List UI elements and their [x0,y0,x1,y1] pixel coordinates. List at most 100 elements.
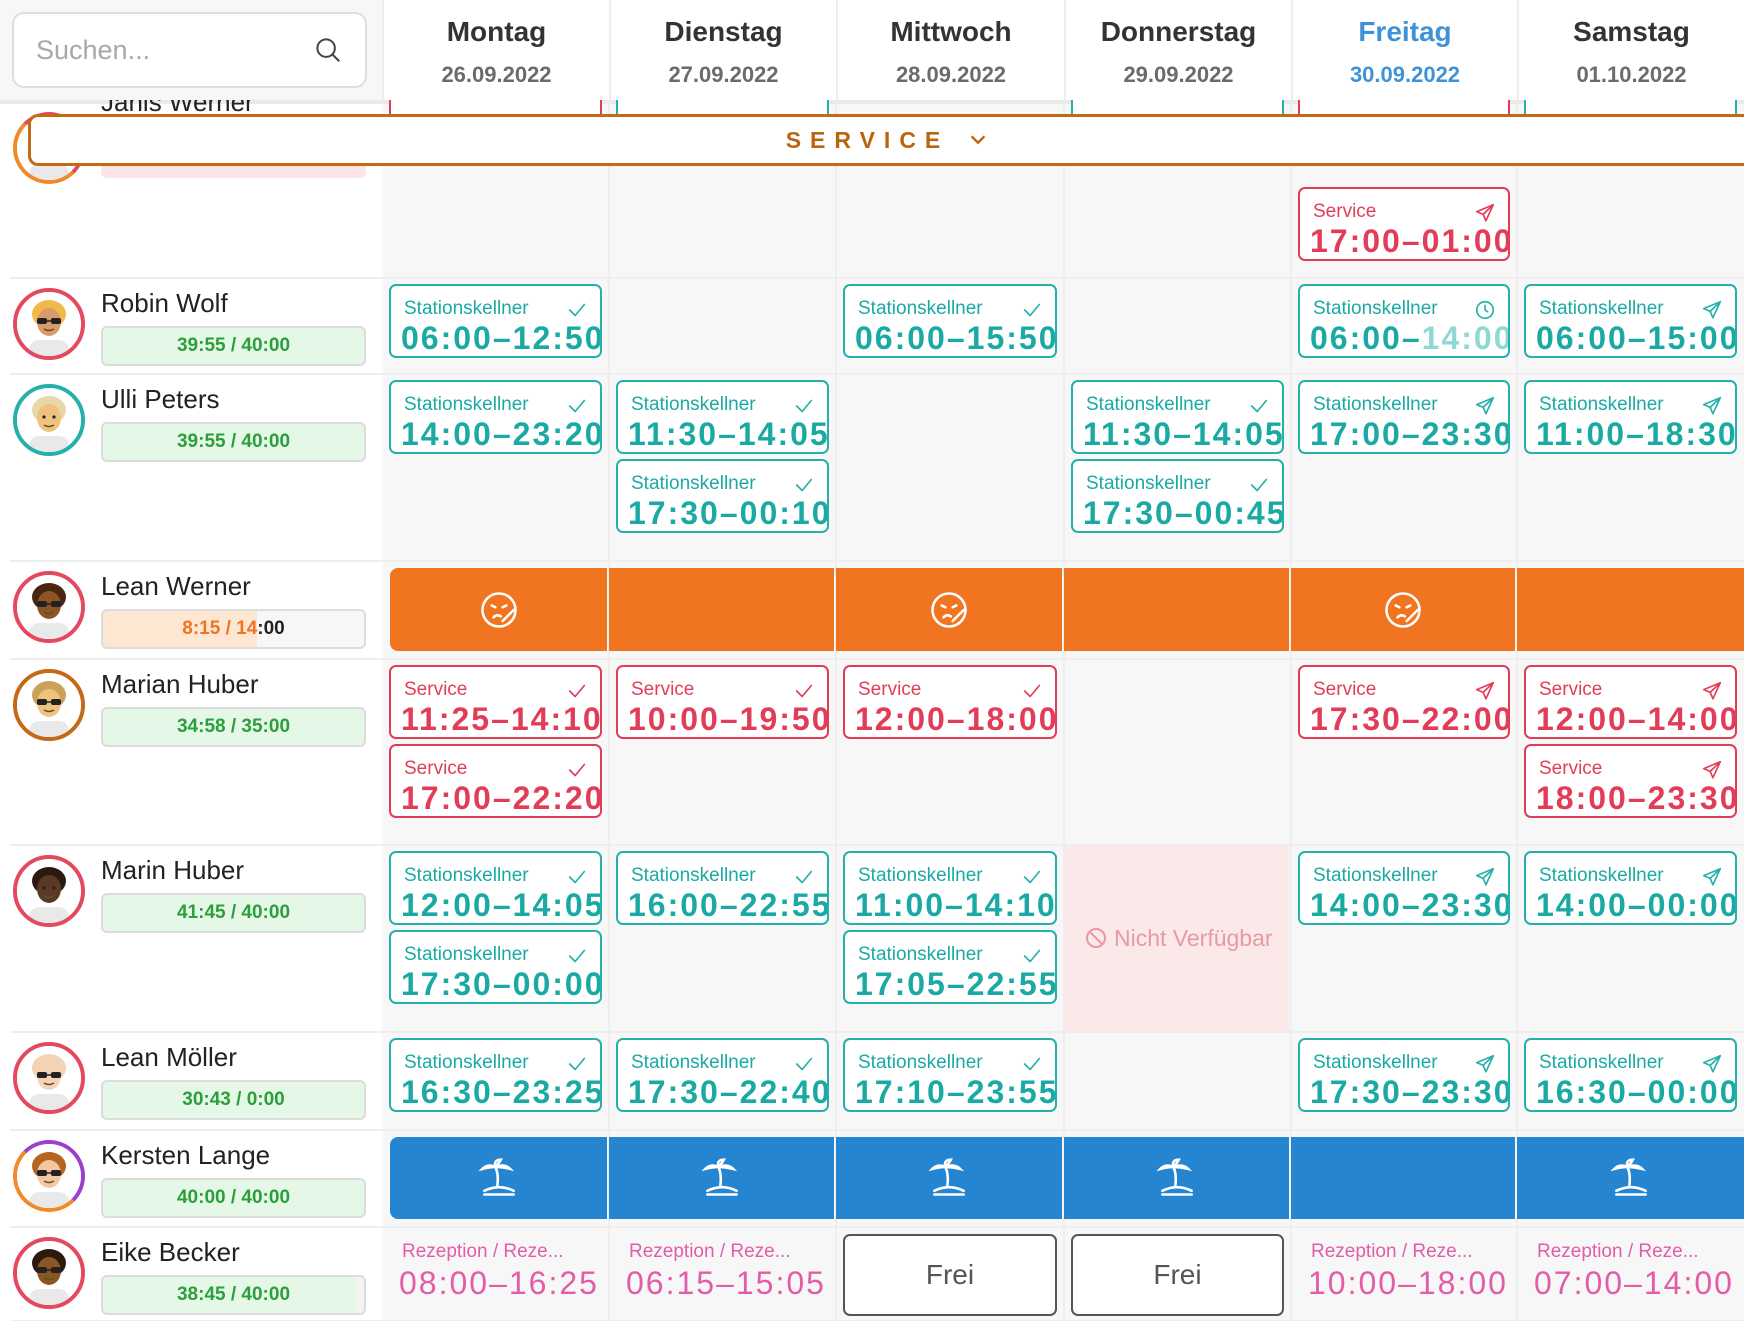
shift-card[interactable]: Stationskellner 17:30–00:45 [1071,459,1284,533]
search-input[interactable]: Suchen... [36,34,151,65]
sick-leave-cell[interactable] [1064,568,1289,651]
search-field[interactable]: Suchen... [12,12,367,88]
shift-card[interactable]: Rezeption / Reze... 10:00–18:00 [1298,1227,1510,1315]
shift-card[interactable]: Stationskellner 06:00–14:00 [1298,284,1510,358]
employee-name[interactable]: Lean Werner [101,571,251,601]
shift-card[interactable]: Stationskellner 12:00–14:05 [389,851,602,925]
shift-role: Stationskellner [631,865,756,886]
check-icon [1023,949,1041,963]
employee-name[interactable]: Marian Huber [101,669,259,699]
shift-card[interactable]: Stationskellner 16:00–22:55 [616,851,829,925]
check-icon [568,303,586,317]
shift-card[interactable]: Stationskellner 11:30–14:05 [616,380,829,454]
avatar-illustration [17,673,81,737]
shift-card[interactable]: Service 18:00–23:30 [1524,744,1737,818]
shift-card[interactable]: Stationskellner 11:00–18:30 [1524,380,1737,454]
avatar [13,1237,85,1309]
shift-time: 17:30–00:00 [401,966,602,1002]
shift-card[interactable]: Stationskellner 17:30–22:40 [616,1038,829,1112]
palm-island-icon [1155,1158,1193,1196]
shift-role: Rezeption / Reze... [402,1241,564,1262]
sick-leave-cell[interactable] [1517,568,1744,651]
shift-card[interactable]: Service 17:00–22:20 [389,744,602,818]
shift-card[interactable]: Stationskellner 14:00–23:20 [389,380,602,454]
blocked-icon [1086,928,1106,948]
day-header-montag[interactable]: Montag 26.09.2022 [382,0,609,100]
sick-leave-cell[interactable] [609,568,834,651]
shift-card[interactable]: Stationskellner 17:00–23:30 [1298,380,1510,454]
shift-card[interactable]: Service 10:00–19:50 [616,665,829,739]
day-name: Freitag [1358,16,1452,47]
employee-name[interactable]: Kersten Lange [101,1140,271,1170]
check-icon [1250,478,1268,492]
day-header-dienstag[interactable]: Dienstag 27.09.2022 [609,0,836,100]
employee-name[interactable]: Eike Becker [101,1237,240,1267]
day-header-mittwoch[interactable]: Mittwoch 28.09.2022 [836,0,1064,100]
shift-card[interactable]: Stationskellner 16:30–23:25 [389,1038,602,1112]
row-divider [10,844,1744,846]
vacation-cell[interactable] [390,1137,607,1219]
shift-card[interactable]: Stationskellner 17:30–00:10 [616,459,829,533]
unavailable-cell[interactable] [1064,845,1289,1031]
shift-card[interactable]: Stationskellner 11:30–14:05 [1071,380,1284,454]
row-divider [10,277,1744,279]
day-date: 28.09.2022 [895,62,1007,87]
shift-role: Stationskellner [404,865,529,886]
shift-time: 10:00–19:50 [628,701,829,737]
column-divider [835,100,837,1321]
employee-name[interactable]: Lean Möller [101,1042,237,1072]
section-toggle-service[interactable]: SERVICE [28,114,1744,166]
shift-card[interactable]: Service 17:00–01:00 [1298,187,1510,261]
employee-name[interactable]: Ulli Peters [101,384,220,414]
shift-card[interactable]: Service 12:00–14:00 [1524,665,1737,739]
shift-role: Stationskellner [404,1052,529,1073]
shift-card[interactable]: Rezeption / Reze... 08:00–16:25 [389,1227,602,1315]
shift-card[interactable]: Stationskellner 17:05–22:55 [843,930,1057,1004]
sick-leave-cell[interactable] [1291,568,1515,651]
shift-card[interactable]: Stationskellner 06:00–15:00 [1524,284,1737,358]
search-icon[interactable] [313,35,343,65]
shift-card[interactable]: Stationskellner 14:00–23:30 [1298,851,1510,925]
shift-role: Service [1313,201,1377,222]
employee-name[interactable]: Marin Huber [101,855,245,885]
sick-leave-cell[interactable] [836,568,1062,651]
employee-name[interactable]: Janis Werner [101,100,254,114]
vacation-cell[interactable] [1291,1137,1515,1219]
vacation-cell[interactable] [1517,1137,1744,1219]
shift-card[interactable]: Service 17:30–22:00 [1298,665,1510,739]
day-off-button[interactable]: Frei [843,1234,1057,1316]
shift-time: 17:30–22:00 [1310,701,1510,737]
day-header-samstag[interactable]: Samstag 01.10.2022 [1517,0,1744,100]
avatar-illustration [17,1241,81,1305]
day-date: 01.10.2022 [1576,62,1687,87]
avatar [13,855,85,927]
shift-role: Service [858,679,922,700]
send-icon [1702,396,1722,415]
shift-role: Rezeption / Reze... [1311,1241,1473,1262]
shift-card[interactable]: Stationskellner 06:00–12:50 [389,284,602,358]
day-header-freitag[interactable]: Freitag 30.09.2022 [1291,0,1517,100]
employee-name[interactable]: Robin Wolf [101,288,228,318]
day-off-button[interactable]: Frei [1071,1234,1284,1316]
shift-role: Stationskellner [1539,298,1664,319]
day-header-donnerstag[interactable]: Donnerstag 29.09.2022 [1064,0,1291,100]
shift-card[interactable]: Stationskellner 17:30–00:00 [389,930,602,1004]
shift-card[interactable]: Stationskellner 14:00–00:00 [1524,851,1737,925]
shift-card[interactable]: Stationskellner 17:30–23:30 [1298,1038,1510,1112]
shift-card[interactable]: Stationskellner 06:00–15:50 [843,284,1057,358]
column-divider [1063,100,1065,1321]
shift-card[interactable]: Service 11:25–14:10 [389,665,602,739]
shift-time: 06:00–12:50 [401,320,602,356]
shift-card[interactable]: Stationskellner 11:00–14:10 [843,851,1057,925]
vacation-cell[interactable] [836,1137,1062,1219]
shift-card[interactable]: Rezeption / Reze... 07:00–14:00 [1524,1227,1737,1315]
shift-card[interactable]: Stationskellner 16:30–00:00 [1524,1038,1737,1112]
shift-card[interactable]: Service 12:00–18:00 [843,665,1057,739]
vacation-cell[interactable] [609,1137,834,1219]
sick-leave-cell[interactable] [390,568,607,651]
shift-card[interactable]: Stationskellner 17:10–23:55 [843,1038,1057,1112]
shift-card[interactable]: Rezeption / Reze... 06:15–15:05 [616,1227,829,1315]
avatar [13,1140,85,1212]
vacation-cell[interactable] [1064,1137,1289,1219]
day-name: Dienstag [664,16,783,47]
